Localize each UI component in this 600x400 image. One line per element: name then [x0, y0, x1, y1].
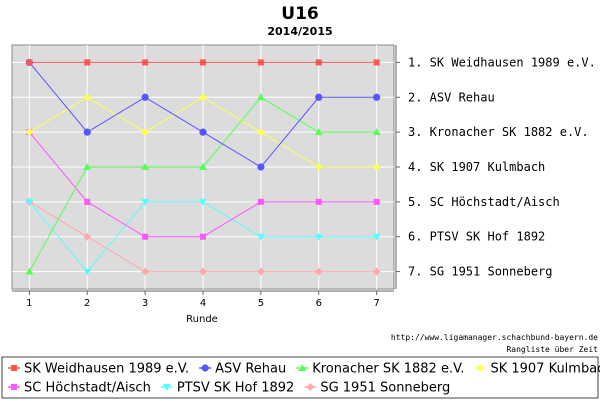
- legend-marker: [201, 364, 209, 372]
- series-sk-weidhausen-1989-e-v-: [26, 59, 380, 66]
- data-point: [141, 163, 150, 170]
- x-axis-ticks: 1 2 3 4 5 6 7: [26, 291, 380, 309]
- data-point: [200, 59, 206, 66]
- legend-label: Kronacher SK 1882 e.V.: [312, 362, 464, 377]
- data-point: [141, 93, 149, 101]
- data-point: [372, 233, 381, 241]
- legend-label: PTSV SK Hof 1892: [177, 381, 295, 396]
- series-ptsv-sk-hof-1892: [25, 198, 381, 276]
- rank-label: 4. SK 1907 Kulmbach: [408, 160, 545, 174]
- data-point: [199, 267, 207, 276]
- legend-marker: [162, 384, 171, 391]
- x-tick-label: 6: [316, 298, 322, 309]
- data-point: [372, 128, 381, 136]
- legend-label: SK 1907 Kulmbach: [490, 362, 600, 377]
- data-point: [315, 93, 323, 101]
- data-point: [314, 233, 323, 241]
- x-tick-label: 5: [258, 298, 264, 309]
- data-point: [315, 59, 322, 66]
- data-point: [142, 233, 149, 240]
- legend-label: SG 1951 Sonneberg: [320, 381, 450, 396]
- data-point: [25, 128, 34, 137]
- data-point: [314, 128, 323, 136]
- data-point: [199, 198, 207, 206]
- legend-item: SC Höchstadt/Aisch: [8, 381, 151, 396]
- chart-subtitle: 2014/2015: [267, 25, 332, 38]
- data-point: [199, 163, 207, 170]
- data-point: [199, 128, 207, 136]
- rank-axis: 1. SK Weidhausen 1989 e.V. 2. ASV Rehau 3.…: [396, 55, 596, 279]
- data-point: [84, 198, 91, 205]
- legend: [1, 356, 599, 399]
- data-point: [83, 232, 92, 241]
- series-kronacher-sk-1882-e-v-: [25, 93, 381, 275]
- legend-item: PTSV SK Hof 1892: [160, 381, 295, 396]
- data-point: [83, 268, 92, 276]
- data-point: [141, 128, 150, 137]
- legend-item: SG 1951 Sonneberg: [304, 381, 450, 396]
- legend-marker: [298, 364, 307, 371]
- x-tick-label: 1: [26, 298, 32, 309]
- legend-marker: [306, 383, 315, 391]
- data-point: [373, 59, 380, 66]
- legend-item: ASV Rehau: [199, 362, 286, 377]
- data-point: [372, 267, 381, 276]
- legend-marker: [11, 365, 17, 371]
- legend-label: SK Weidhausen 1989 e.V.: [24, 362, 189, 377]
- data-point: [257, 59, 264, 66]
- data-point: [373, 93, 381, 101]
- rank-label: 1. SK Weidhausen 1989 e.V.: [408, 55, 596, 69]
- data-point: [314, 163, 323, 171]
- x-tick-label: 7: [373, 298, 379, 309]
- x-tick-label: 2: [84, 298, 90, 309]
- data-point: [257, 163, 265, 171]
- data-point: [141, 198, 150, 206]
- data-point: [83, 128, 91, 136]
- data-point: [83, 93, 92, 102]
- series-layer: [25, 58, 381, 276]
- data-point: [199, 93, 207, 102]
- data-point: [373, 198, 380, 205]
- data-point: [25, 198, 34, 206]
- x-tick-label: 3: [142, 298, 148, 309]
- data-point: [142, 59, 149, 66]
- data-point: [256, 233, 265, 241]
- data-point: [84, 59, 91, 66]
- source-url[interactable]: http://www.ligamanager.schachbund-bayern…: [391, 333, 598, 342]
- rank-label: 6. PTSV SK Hof 1892: [408, 230, 545, 244]
- legend-label: ASV Rehau: [215, 362, 286, 377]
- chart-title: U16: [281, 4, 318, 24]
- legend-items: SK Weidhausen 1989 e.V. ASV Rehau Kronache…: [8, 362, 600, 396]
- data-point: [256, 267, 265, 276]
- data-point: [141, 267, 150, 276]
- legend-item: SK 1907 Kulmbach: [474, 362, 600, 377]
- rank-label: 5. SC Höchstadt/Aisch: [408, 195, 560, 209]
- rank-label: 3. Kronacher SK 1882 e.V.: [408, 125, 589, 139]
- data-point: [83, 163, 92, 170]
- x-tick-label: 4: [200, 298, 206, 309]
- legend-item: Kronacher SK 1882 e.V.: [296, 362, 464, 377]
- data-point: [256, 128, 265, 137]
- data-point: [314, 267, 323, 276]
- data-point: [200, 233, 206, 240]
- data-point: [25, 267, 34, 275]
- legend-item: SK Weidhausen 1989 e.V.: [8, 362, 189, 377]
- data-point: [26, 59, 33, 66]
- data-point: [315, 198, 322, 205]
- data-point: [256, 93, 265, 101]
- x-axis-label: Runde: [186, 314, 218, 325]
- legend-label: SC Höchstadt/Aisch: [24, 381, 151, 396]
- series-sk-1907-kulmbach: [25, 93, 381, 171]
- data-point: [257, 198, 264, 205]
- data-point: [372, 163, 381, 171]
- rank-label: 2. ASV Rehau: [408, 90, 495, 104]
- rank-label: 7. SG 1951 Sonneberg: [408, 265, 553, 279]
- legend-marker: [476, 364, 485, 372]
- legend-marker: [11, 384, 17, 390]
- source-note: Rangliste über Zeit: [506, 345, 598, 354]
